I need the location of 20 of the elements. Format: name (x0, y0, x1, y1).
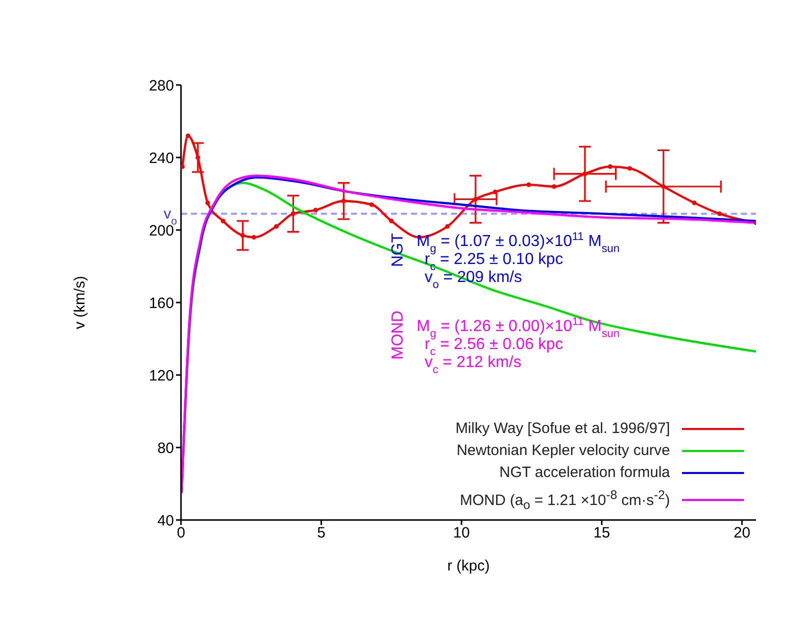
legend-label: Milky Way [Sofue et al. 1996/97] (455, 419, 670, 439)
x-axis-title: r (kpc) (447, 558, 490, 575)
x-tick-label: 15 (593, 524, 610, 542)
y-tick-label: 240 (148, 150, 174, 167)
y-axis-title: v (km/s) (71, 276, 88, 330)
x-tick-label: 0 (176, 524, 186, 542)
x-tick-label: 20 (734, 524, 750, 542)
y-tick-label: 280 (148, 77, 174, 94)
annotation: MOND (390, 310, 407, 360)
annotation: v$_{c}$ = 212 km/s (424, 354, 522, 376)
legend-label: MOND (a$_{o}$ = 1.21 ×10$^{-8}$ cm·s$^{-2}$) (460, 487, 670, 514)
y-tick-label: 80 (157, 440, 174, 457)
y-tick-label: 120 (148, 367, 174, 384)
legend-label: Newtonian Kepler velocity curve (456, 441, 670, 461)
annotation: NGT (390, 232, 407, 267)
x-tick-label: 5 (317, 524, 326, 542)
y-tick-label: 40 (157, 512, 174, 530)
x-tick-label: 10 (453, 524, 470, 542)
legend-label: NGT acceleration formula (499, 463, 670, 483)
y-tick-label: 160 (148, 294, 174, 312)
